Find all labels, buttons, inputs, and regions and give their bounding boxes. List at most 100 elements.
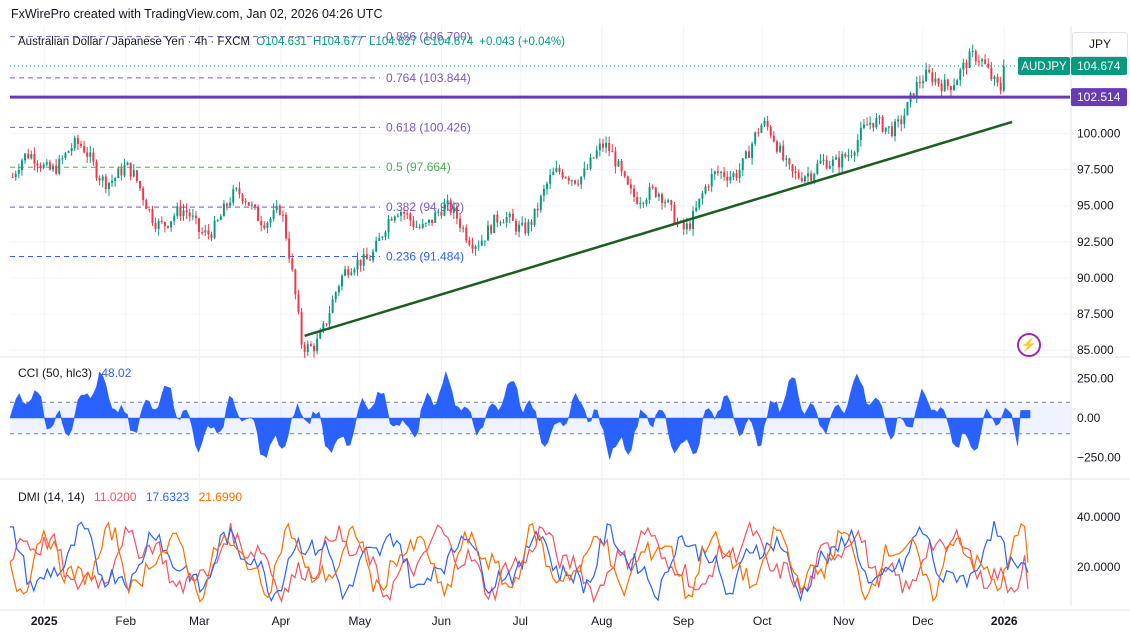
- candle-body[interactable]: [928, 69, 931, 73]
- candle-body[interactable]: [443, 204, 446, 216]
- candle-body[interactable]: [971, 51, 974, 53]
- candle-body[interactable]: [222, 203, 225, 217]
- candle-body[interactable]: [229, 202, 232, 206]
- candle-body[interactable]: [633, 188, 636, 198]
- candle-body[interactable]: [452, 206, 455, 213]
- candle-body[interactable]: [514, 220, 517, 232]
- candle-body[interactable]: [400, 212, 402, 216]
- candle-body[interactable]: [654, 187, 657, 197]
- candle-body[interactable]: [744, 151, 747, 159]
- candle-body[interactable]: [838, 157, 841, 168]
- candle-body[interactable]: [238, 188, 241, 195]
- candle-body[interactable]: [502, 222, 505, 224]
- candle-body[interactable]: [80, 144, 82, 147]
- candle-body[interactable]: [421, 223, 424, 228]
- candle-body[interactable]: [89, 152, 92, 157]
- dmi-minus-di-line[interactable]: [9, 521, 1029, 603]
- candle-body[interactable]: [648, 186, 651, 200]
- candle-body[interactable]: [583, 168, 586, 177]
- flash-alert-icon[interactable]: ⚡: [1017, 333, 1041, 357]
- candle-body[interactable]: [427, 219, 430, 223]
- candle-body[interactable]: [794, 171, 797, 173]
- candle-body[interactable]: [670, 200, 673, 205]
- candle-body[interactable]: [157, 221, 160, 229]
- candle-body[interactable]: [595, 150, 598, 158]
- candle-body[interactable]: [782, 145, 785, 160]
- candle-body[interactable]: [14, 173, 17, 177]
- candle-body[interactable]: [601, 143, 604, 148]
- candle-body[interactable]: [720, 172, 723, 174]
- candle-body[interactable]: [555, 167, 558, 172]
- candle-body[interactable]: [956, 80, 959, 86]
- candle-body[interactable]: [241, 194, 244, 201]
- candle-body[interactable]: [424, 222, 427, 224]
- candle-body[interactable]: [58, 158, 61, 174]
- candle-body[interactable]: [390, 219, 393, 221]
- candle-body[interactable]: [182, 210, 185, 217]
- candle-body[interactable]: [396, 215, 399, 217]
- candle-body[interactable]: [751, 143, 754, 158]
- candle-body[interactable]: [549, 175, 552, 184]
- candle-body[interactable]: [511, 213, 514, 221]
- candle-body[interactable]: [281, 214, 284, 216]
- candle-body[interactable]: [285, 214, 288, 239]
- dmi-legend[interactable]: DMI (14, 14) 11.0200 17.6323 21.6990: [18, 490, 248, 504]
- candle-body[interactable]: [135, 170, 138, 182]
- candle-body[interactable]: [987, 63, 990, 68]
- candle-body[interactable]: [86, 152, 89, 157]
- candle-body[interactable]: [36, 163, 39, 166]
- candle-body[interactable]: [841, 154, 844, 168]
- candle-body[interactable]: [70, 148, 73, 152]
- candle-body[interactable]: [344, 269, 347, 276]
- candle-body[interactable]: [558, 167, 561, 172]
- candle-body[interactable]: [415, 226, 418, 228]
- candle-body[interactable]: [409, 213, 412, 221]
- candle-body[interactable]: [17, 170, 20, 174]
- candle-body[interactable]: [291, 258, 294, 270]
- candle-body[interactable]: [667, 200, 670, 203]
- candle-body[interactable]: [257, 207, 260, 222]
- candle-body[interactable]: [723, 172, 726, 177]
- candle-body[interactable]: [664, 202, 667, 204]
- candle-body[interactable]: [325, 323, 328, 325]
- candle-body[interactable]: [39, 165, 42, 169]
- candle-body[interactable]: [866, 124, 869, 126]
- candle-body[interactable]: [710, 173, 713, 187]
- candle-body[interactable]: [244, 200, 247, 203]
- candle-body[interactable]: [639, 203, 642, 205]
- candle-body[interactable]: [132, 170, 135, 177]
- candle-body[interactable]: [61, 158, 64, 160]
- candle-body[interactable]: [881, 116, 884, 132]
- candle-body[interactable]: [216, 220, 219, 222]
- candle-body[interactable]: [487, 225, 489, 241]
- candle-body[interactable]: [306, 344, 309, 353]
- candle-body[interactable]: [589, 157, 592, 169]
- candle-body[interactable]: [288, 238, 291, 259]
- candle-body[interactable]: [922, 81, 924, 84]
- candle-body[interactable]: [384, 232, 387, 237]
- candle-body[interactable]: [462, 227, 465, 229]
- candle-body[interactable]: [757, 132, 760, 134]
- candle-body[interactable]: [620, 160, 623, 172]
- candle-body[interactable]: [139, 181, 142, 189]
- candle-body[interactable]: [176, 206, 179, 216]
- cci-pane[interactable]: [9, 370, 1070, 460]
- price-pane[interactable]: 0.886 (106.700) 0.764 (103.844) 0.618 (100…: [10, 30, 1070, 359]
- candle-body[interactable]: [372, 251, 375, 261]
- candle-body[interactable]: [303, 344, 306, 353]
- candle-body[interactable]: [626, 176, 629, 185]
- candle-body[interactable]: [76, 137, 79, 145]
- candle-body[interactable]: [455, 206, 458, 219]
- candle-body[interactable]: [48, 162, 51, 170]
- candle-body[interactable]: [574, 180, 576, 184]
- candle-body[interactable]: [977, 61, 980, 63]
- candle-body[interactable]: [219, 216, 222, 221]
- candle-body[interactable]: [629, 184, 632, 189]
- candle-body[interactable]: [682, 221, 685, 230]
- candle-body[interactable]: [726, 176, 729, 181]
- candle-body[interactable]: [959, 69, 962, 81]
- candle-body[interactable]: [278, 205, 281, 215]
- candle-body[interactable]: [160, 221, 163, 223]
- candle-body[interactable]: [539, 195, 542, 211]
- candle-body[interactable]: [779, 145, 782, 152]
